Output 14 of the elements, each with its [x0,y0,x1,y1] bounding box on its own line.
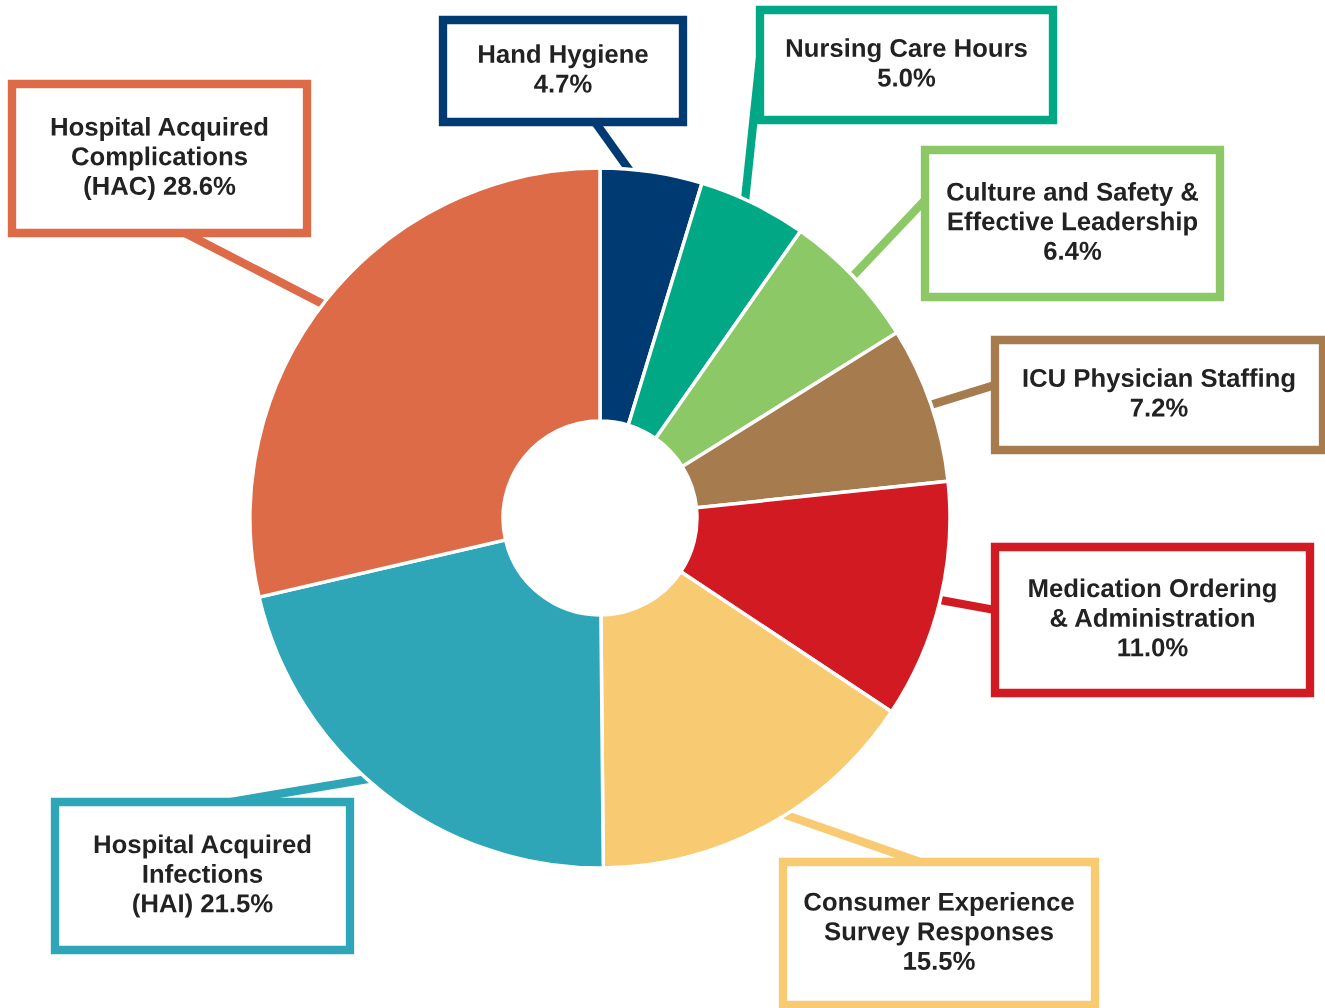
data-label: 4.7% [534,74,592,93]
slice-label: Consumer Experience Survey Responses [804,891,1074,946]
data-label: 15.5% [904,951,975,970]
slice-label: Nursing Care Hours [786,38,1027,63]
slice-label: Hospital Acquired Complications (HAC) 28.6% [51,116,268,201]
data-label: 7.2% [1130,398,1188,417]
data-label: 5.0% [878,68,936,87]
data-label: 11.0% [1118,638,1188,657]
slice-label: Culture and Safety & Effective Leadership [947,181,1199,236]
slice-label: Hand Hygiene [479,44,648,69]
slice-label: ICU Physician Staffing [1023,368,1295,393]
legend-label: Medication Ordering & Administration [1029,578,1276,627]
slice-label: Hospital Acquired Infections (HAI) 21.5% [94,834,311,918]
data-label: 6.4% [1044,241,1102,260]
